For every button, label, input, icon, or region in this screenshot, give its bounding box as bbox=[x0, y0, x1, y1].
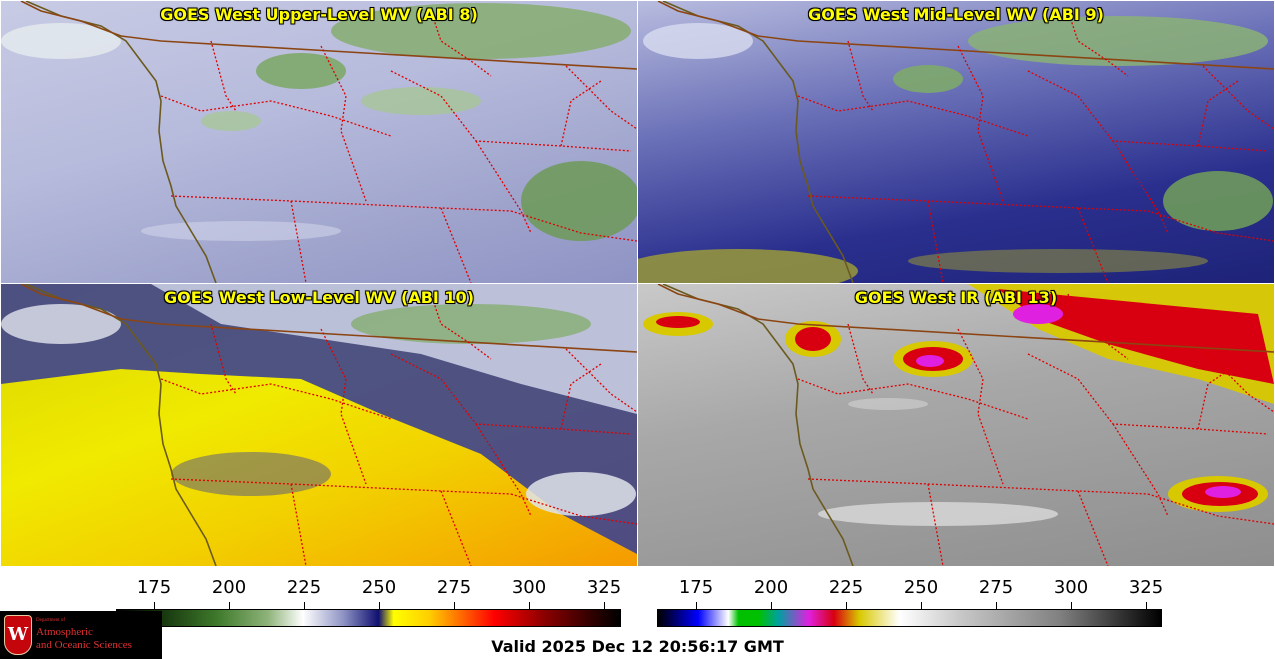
state-border bbox=[170, 195, 512, 212]
state-border bbox=[160, 95, 392, 137]
state-border bbox=[320, 328, 367, 485]
wv-tick-label: 225 bbox=[286, 577, 322, 598]
ir-tick-label: 275 bbox=[978, 577, 1014, 598]
ir-tick-label: 300 bbox=[1053, 577, 1089, 598]
ir-tick-mark bbox=[996, 602, 997, 609]
coastline bbox=[25, 284, 217, 566]
panel-title: GOES West IR (ABI 13) bbox=[854, 288, 1058, 307]
wv-tick-mark bbox=[229, 602, 230, 609]
ir-tick-mark bbox=[1071, 602, 1072, 609]
country-border bbox=[20, 284, 637, 353]
state-border bbox=[1067, 293, 1129, 360]
logo-line-1: Department of bbox=[36, 618, 66, 623]
state-border bbox=[1077, 490, 1109, 566]
ir-tick-mark bbox=[696, 602, 697, 609]
state-border bbox=[430, 10, 492, 77]
state-border bbox=[847, 323, 874, 395]
map-mid-level-wv bbox=[638, 1, 1274, 283]
ir-tick-mark bbox=[771, 602, 772, 609]
panel-title: GOES West Low-Level WV (ABI 10) bbox=[163, 288, 474, 307]
state-border bbox=[565, 348, 637, 413]
aos-logo: W Department of Atmospheric and Oceanic … bbox=[0, 611, 162, 659]
wv-tick-mark bbox=[154, 602, 155, 609]
state-border bbox=[1197, 80, 1239, 147]
state-border bbox=[1147, 493, 1274, 525]
coastline bbox=[662, 1, 854, 283]
state-border bbox=[160, 378, 392, 420]
coastline bbox=[25, 1, 217, 283]
state-border bbox=[210, 40, 237, 112]
ir-tick-mark bbox=[846, 602, 847, 609]
ir-tick-label: 200 bbox=[753, 577, 789, 598]
map-ir bbox=[643, 284, 1274, 566]
panel-upper-level-wv: GOES West Upper-Level WV (ABI 8) bbox=[1, 1, 637, 283]
panel-ir: GOES West IR (ABI 13) bbox=[638, 284, 1274, 566]
state-border bbox=[475, 140, 532, 234]
state-border bbox=[927, 483, 944, 566]
wv-colorbar bbox=[116, 609, 621, 627]
country-border bbox=[657, 1, 1274, 70]
coastline bbox=[662, 284, 854, 566]
logo-line-3: and Oceanic Sciences bbox=[36, 639, 132, 651]
wv-tick-mark bbox=[529, 602, 530, 609]
state-border bbox=[510, 210, 637, 242]
state-border bbox=[290, 483, 307, 566]
state-border bbox=[1202, 65, 1274, 130]
state-border bbox=[440, 207, 472, 283]
wv-tick-mark bbox=[454, 602, 455, 609]
country-border bbox=[20, 1, 637, 70]
panel-title: GOES West Mid-Level WV (ABI 9) bbox=[808, 5, 1104, 24]
wv-tick-mark bbox=[379, 602, 380, 609]
state-border bbox=[440, 490, 472, 566]
ir-tick-mark bbox=[1146, 602, 1147, 609]
valid-time: Valid 2025 Dec 12 20:56:17 GMT bbox=[491, 637, 784, 656]
state-border bbox=[807, 195, 1149, 212]
state-border bbox=[320, 45, 367, 202]
state-border bbox=[170, 478, 512, 495]
state-border bbox=[927, 200, 944, 283]
state-border bbox=[560, 80, 602, 147]
ir-colorbar bbox=[657, 609, 1162, 627]
wv-tick-label: 325 bbox=[586, 577, 622, 598]
state-border bbox=[290, 200, 307, 283]
wv-tick-label: 250 bbox=[361, 577, 397, 598]
ir-tick-label: 225 bbox=[828, 577, 864, 598]
state-border bbox=[510, 493, 637, 525]
ir-tick-label: 175 bbox=[678, 577, 714, 598]
wv-tick-label: 200 bbox=[211, 577, 247, 598]
panel-low-level-wv: GOES West Low-Level WV (ABI 10) bbox=[1, 284, 637, 566]
state-border bbox=[807, 478, 1149, 495]
state-border bbox=[1112, 423, 1169, 517]
wv-tick-label: 175 bbox=[136, 577, 172, 598]
state-border bbox=[797, 378, 1029, 420]
state-border bbox=[957, 45, 1004, 202]
wv-tick-label: 275 bbox=[436, 577, 472, 598]
state-border bbox=[1067, 10, 1129, 77]
wv-tick-mark bbox=[604, 602, 605, 609]
state-border bbox=[1077, 207, 1109, 283]
state-border bbox=[1202, 348, 1274, 413]
logo-line-2: Atmospheric bbox=[36, 626, 93, 638]
map-upper-level-wv bbox=[1, 1, 637, 283]
state-border bbox=[565, 65, 637, 130]
wv-tick-mark bbox=[304, 602, 305, 609]
state-border bbox=[1147, 210, 1274, 242]
state-border bbox=[797, 95, 1029, 137]
state-border bbox=[1112, 140, 1169, 234]
uw-shield-icon: W bbox=[4, 615, 32, 655]
ir-tick-label: 250 bbox=[903, 577, 939, 598]
state-border bbox=[847, 40, 874, 112]
panel-mid-level-wv: GOES West Mid-Level WV (ABI 9) bbox=[638, 1, 1274, 283]
state-border bbox=[1027, 70, 1269, 152]
state-border bbox=[210, 323, 237, 395]
panel-title: GOES West Upper-Level WV (ABI 8) bbox=[160, 5, 478, 24]
country-border bbox=[657, 284, 1274, 353]
map-low-level-wv bbox=[1, 284, 637, 566]
ir-tick-mark bbox=[921, 602, 922, 609]
state-border bbox=[957, 328, 1004, 485]
wv-tick-label: 300 bbox=[511, 577, 547, 598]
state-border bbox=[430, 293, 492, 360]
ir-tick-label: 325 bbox=[1128, 577, 1164, 598]
